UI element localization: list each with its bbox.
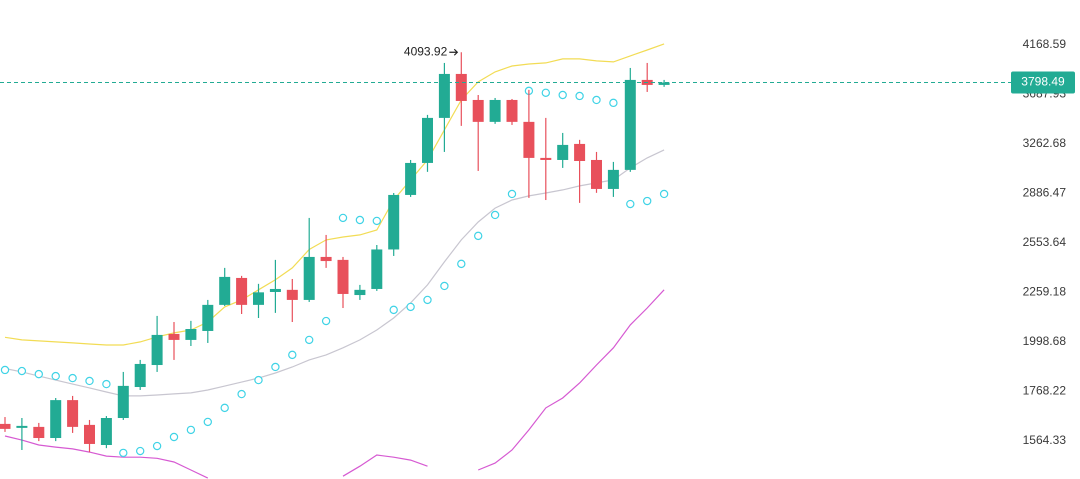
- candle-body: [50, 400, 62, 439]
- candle-body: [16, 425, 28, 428]
- candle-body: [422, 117, 433, 163]
- candle-body: [388, 194, 400, 250]
- price-tag: [1011, 71, 1075, 94]
- sar-dot: [659, 189, 669, 199]
- candle-body: [371, 249, 383, 289]
- sar-dot: [490, 210, 500, 220]
- candle-body: [33, 426, 45, 439]
- candle-body: [84, 424, 95, 444]
- candle-body: [320, 256, 332, 262]
- y-tick-label: 4168.59: [1023, 37, 1067, 51]
- candle-body: [269, 288, 281, 292]
- candle-body: [455, 73, 467, 101]
- sar-dot: [186, 425, 196, 435]
- price-tag-label: 3798.49: [1021, 75, 1065, 89]
- y-tick-label: 3262.68: [1023, 136, 1067, 150]
- sar-dot: [17, 366, 27, 376]
- sar-dot: [440, 281, 449, 291]
- sar-dot: [237, 389, 246, 399]
- candle-body: [151, 334, 163, 366]
- sar-dot: [558, 90, 567, 100]
- candle-body: [438, 73, 450, 118]
- sar-dot: [85, 376, 94, 386]
- candle-body: [0, 423, 11, 429]
- candle-body: [354, 289, 366, 296]
- sar-dot: [0, 365, 10, 375]
- candle-body: [591, 159, 602, 189]
- candle-body: [489, 99, 501, 122]
- candle-body: [202, 304, 214, 331]
- sar-dot: [102, 379, 111, 389]
- candle-body: [303, 256, 315, 300]
- sar-dot: [203, 417, 212, 427]
- y-tick-label: 2259.18: [1023, 285, 1067, 299]
- candle-body: [658, 82, 670, 85]
- candle-body: [472, 99, 484, 122]
- sar-dot: [457, 259, 466, 269]
- candle-body: [134, 363, 146, 388]
- candle-body: [557, 144, 569, 160]
- candle-body: [117, 385, 129, 419]
- sar-dot: [288, 350, 297, 360]
- indicator-line: [4, 149, 665, 397]
- sar-dot: [592, 95, 601, 105]
- sar-dot: [372, 216, 381, 226]
- candle-body: [185, 329, 197, 340]
- y-tick-label: 1768.22: [1023, 384, 1067, 398]
- y-tick-label: 1564.33: [1023, 433, 1067, 447]
- sar-dot: [541, 88, 551, 98]
- sar-dot: [271, 362, 280, 372]
- candle-body: [67, 400, 79, 427]
- sar-dot: [575, 91, 584, 101]
- candle-body: [286, 289, 298, 300]
- sar-dot: [254, 375, 263, 385]
- candle-body: [523, 121, 535, 158]
- candle-body: [574, 143, 586, 161]
- candle-body: [168, 333, 180, 340]
- sar-dot: [321, 316, 331, 326]
- sar-dot: [135, 446, 145, 456]
- y-tick-label: 2553.64: [1023, 235, 1067, 249]
- sar-dot: [643, 196, 652, 206]
- sar-dot: [355, 215, 365, 225]
- candle-body: [506, 99, 518, 122]
- candle-body: [219, 276, 231, 305]
- sar-dot: [68, 373, 77, 383]
- sar-dot: [338, 213, 348, 223]
- indicator-line: [4, 43, 665, 346]
- candle-body: [253, 292, 264, 305]
- sar-dot: [34, 369, 44, 379]
- sar-dot: [220, 403, 229, 413]
- high-annotation: 4093.92: [404, 44, 448, 58]
- sar-dot: [423, 295, 432, 305]
- y-tick-label: 2886.47: [1023, 186, 1067, 200]
- sar-dot: [51, 371, 60, 381]
- sar-dot: [626, 199, 635, 209]
- candle-body: [236, 277, 248, 305]
- sar-dot: [152, 441, 162, 451]
- candle-body: [607, 169, 619, 189]
- candle-body: [624, 79, 636, 170]
- candle-body: [100, 418, 112, 445]
- sar-dot: [474, 231, 483, 241]
- y-tick-label: 1998.68: [1023, 334, 1067, 348]
- sar-dot: [389, 305, 398, 315]
- sar-dot: [609, 98, 618, 108]
- sar-dot: [305, 335, 314, 345]
- sar-dot: [406, 302, 415, 312]
- indicator-line: [4, 289, 665, 479]
- sar-dot: [507, 189, 517, 199]
- candle-body: [405, 162, 417, 195]
- candle-body: [540, 157, 552, 160]
- sar-dot: [169, 432, 179, 442]
- candle-body: [337, 259, 349, 294]
- annotation-arrow: [449, 48, 459, 56]
- sar-dot: [119, 448, 128, 458]
